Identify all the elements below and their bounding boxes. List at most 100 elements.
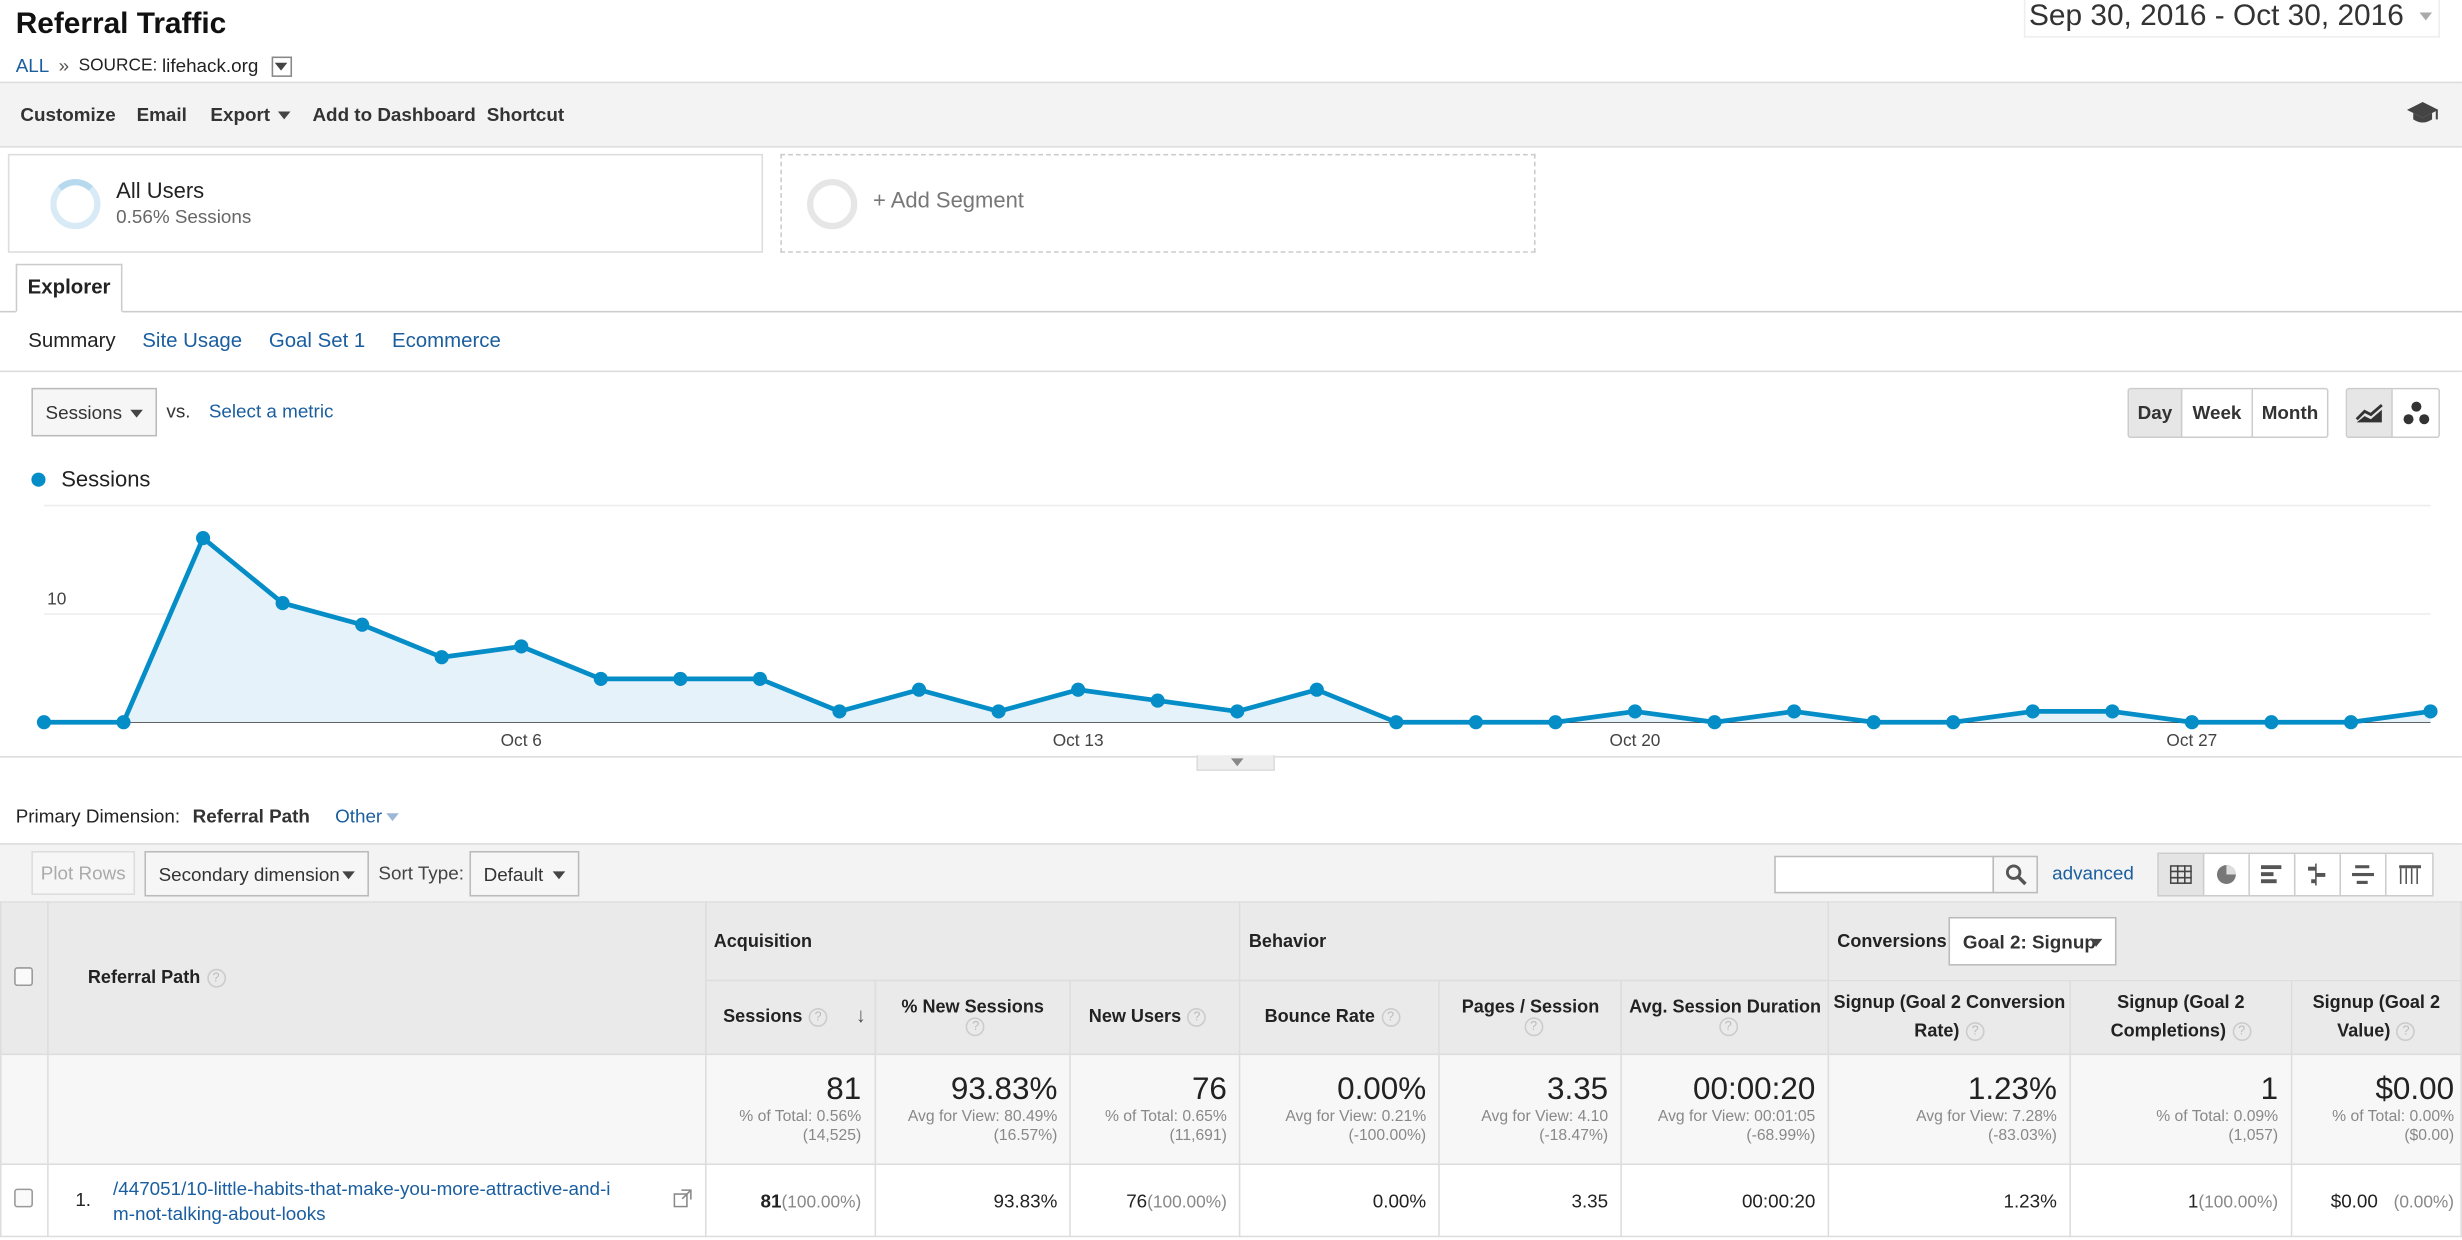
data-point[interactable] (832, 704, 847, 719)
data-point[interactable] (2423, 704, 2438, 719)
data-point[interactable] (1946, 715, 1961, 730)
data-point[interactable] (2025, 704, 2040, 719)
help-icon[interactable]: ? (1718, 1017, 1738, 1037)
subtab-goal-set-1[interactable]: Goal Set 1 (268, 328, 366, 352)
chart-collapse-handle[interactable] (1196, 755, 1275, 771)
help-icon[interactable]: ? (966, 1017, 986, 1037)
column-sessions[interactable]: Sessions? ↓ (704, 979, 876, 1056)
data-point[interactable] (434, 650, 449, 665)
data-point[interactable] (355, 617, 370, 632)
external-link-icon[interactable] (672, 1189, 692, 1208)
referral-path-link[interactable]: /447051/10-little-habits-that-make-you-m… (113, 1175, 704, 1225)
email-button[interactable]: Email (136, 103, 187, 126)
column-pages-session[interactable]: Pages / Session? (1438, 979, 1623, 1056)
tab-explorer[interactable]: Explorer (15, 263, 123, 313)
select-all-checkbox[interactable] (14, 966, 34, 986)
breadcrumb-all-link[interactable]: ALL (15, 54, 50, 77)
column-goal-completions[interactable]: Signup (Goal 2 Completions)? (2069, 979, 2293, 1056)
motion-chart-button[interactable] (2392, 389, 2439, 437)
add-to-dashboard-button[interactable]: Add to Dashboard (312, 103, 476, 126)
performance-view-button[interactable] (2249, 854, 2296, 895)
subtab-ecommerce[interactable]: Ecommerce (391, 328, 501, 352)
totals-sessions: 81% of Total: 0.56% (14,525) (704, 1053, 876, 1166)
data-point[interactable] (1627, 704, 1643, 719)
data-point[interactable] (1230, 704, 1245, 719)
table-totals-row: 81% of Total: 0.56% (14,525) 93.83% Avg fo… (0, 1053, 2462, 1166)
data-point[interactable] (196, 531, 211, 546)
column-bounce-rate[interactable]: Bounce Rate? (1239, 979, 1441, 1056)
search-button[interactable] (1992, 855, 2038, 894)
date-range-picker[interactable]: Sep 30, 2016 - Oct 30, 2016 (2024, 0, 2440, 38)
data-point[interactable] (1548, 715, 1563, 730)
data-point[interactable] (275, 596, 290, 611)
sort-type-select[interactable]: Default (469, 850, 580, 897)
data-point[interactable] (36, 715, 52, 730)
totals-label-cell (47, 1053, 706, 1166)
pivot-icon (2398, 865, 2421, 884)
referral-path-line2: m-not-talking-about-looks (112, 1201, 326, 1224)
data-point[interactable] (514, 639, 529, 654)
term-cloud-view-button[interactable] (2341, 854, 2387, 895)
data-point[interactable] (752, 671, 767, 686)
help-icon[interactable]: ? (808, 1007, 828, 1027)
help-icon[interactable]: ? (1965, 1022, 1985, 1041)
shortcut-button[interactable]: Shortcut (486, 103, 565, 126)
data-point[interactable] (2105, 704, 2120, 719)
table-search-input[interactable] (1774, 855, 1995, 894)
column-new-users[interactable]: New Users? (1069, 979, 1242, 1056)
subtab-summary[interactable]: Summary (28, 328, 116, 352)
row-index: 1. (75, 1188, 92, 1211)
pivot-view-button[interactable] (2386, 854, 2433, 895)
data-view-button[interactable] (2158, 854, 2205, 895)
metric-select[interactable]: Sessions (31, 387, 158, 437)
data-point[interactable] (1150, 693, 1165, 708)
data-point[interactable] (1787, 704, 1802, 719)
plot-rows-button[interactable]: Plot Rows (31, 850, 136, 895)
subtab-site-usage[interactable]: Site Usage (142, 328, 243, 352)
add-segment-button[interactable]: + Add Segment (780, 153, 1536, 253)
breadcrumb-dropdown-button[interactable] (270, 55, 292, 77)
comparison-view-button[interactable] (2295, 854, 2342, 895)
graduation-cap-icon[interactable] (2405, 99, 2440, 127)
data-point[interactable] (911, 682, 927, 697)
help-icon[interactable]: ? (206, 968, 226, 988)
data-point[interactable] (1866, 715, 1881, 730)
data-point[interactable] (2343, 715, 2359, 730)
select-metric-link[interactable]: Select a metric (208, 400, 334, 423)
help-icon[interactable]: ? (1524, 1017, 1544, 1037)
data-point[interactable] (2184, 715, 2199, 730)
advanced-filter-link[interactable]: advanced (2052, 861, 2134, 884)
segment-all-users[interactable]: All Users 0.56% Sessions (7, 153, 764, 253)
data-point[interactable] (593, 671, 608, 686)
row-checkbox[interactable] (14, 1188, 34, 1208)
month-button[interactable]: Month (2253, 389, 2327, 437)
help-icon[interactable]: ? (2232, 1022, 2252, 1041)
goal-select[interactable]: Goal 2: Signup (1948, 916, 2117, 966)
day-button[interactable]: Day (2129, 389, 2183, 437)
data-point[interactable] (1389, 715, 1404, 730)
line-chart-button[interactable] (2347, 389, 2393, 437)
customize-button[interactable]: Customize (20, 103, 116, 126)
week-button[interactable]: Week (2182, 389, 2254, 437)
help-icon[interactable]: ? (2396, 1022, 2416, 1041)
help-icon[interactable]: ? (1381, 1007, 1401, 1027)
data-point[interactable] (116, 715, 131, 730)
column-goal-conversion-rate[interactable]: Signup (Goal 2 Conversion Rate)? (1827, 979, 2072, 1056)
data-point[interactable] (673, 671, 688, 686)
secondary-dimension-select[interactable]: Secondary dimension (144, 850, 369, 897)
column-goal-value[interactable]: Signup (Goal 2 Value)? (2290, 979, 2462, 1056)
percentage-view-button[interactable] (2204, 854, 2250, 895)
data-point[interactable] (2264, 715, 2279, 730)
help-icon[interactable]: ? (1187, 1007, 1207, 1027)
column-avg-session-duration[interactable]: Avg. Session Duration? (1620, 979, 1830, 1056)
data-point[interactable] (1468, 715, 1483, 730)
data-point[interactable] (1707, 715, 1722, 730)
export-button[interactable]: Export (210, 104, 291, 126)
data-point[interactable] (991, 704, 1006, 719)
column-new-sessions[interactable]: % New Sessions? (873, 979, 1072, 1056)
data-point[interactable] (1071, 682, 1086, 697)
primary-dimension-referral-path[interactable]: Referral Path (192, 805, 310, 828)
column-referral-path[interactable]: Referral Path? (47, 901, 706, 1056)
data-point[interactable] (1309, 682, 1324, 697)
other-dimension-dropdown[interactable]: Other (335, 805, 400, 827)
